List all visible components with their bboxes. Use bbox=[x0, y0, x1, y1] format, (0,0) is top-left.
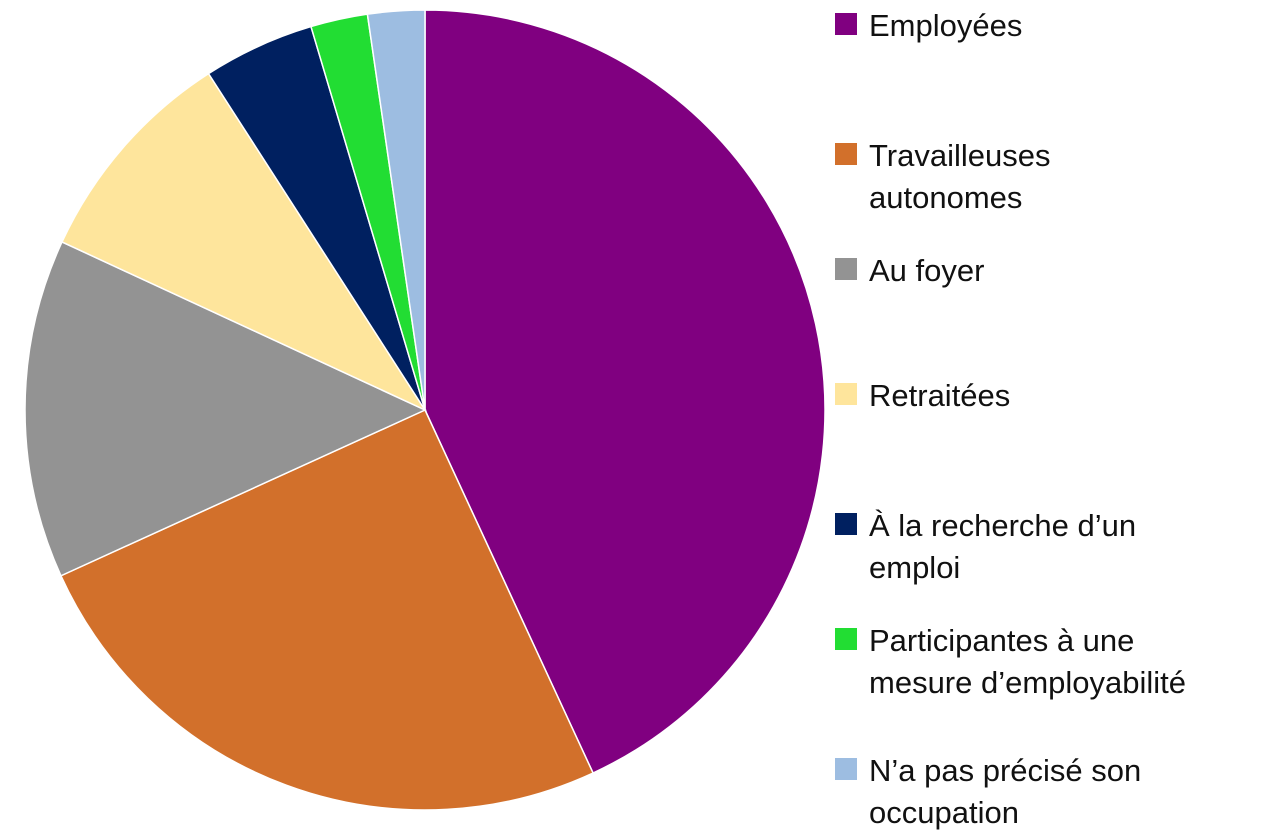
legend-item: Employées bbox=[835, 5, 1209, 47]
legend-label: Travailleuses autonomes bbox=[869, 138, 1051, 215]
pie-slice bbox=[61, 72, 428, 412]
legend-label: Employées bbox=[869, 8, 1023, 43]
legend-swatch bbox=[835, 258, 857, 280]
legend-label: N’a pas précisé son occupation bbox=[869, 753, 1142, 830]
legend-label: À la recherche d’un emploi bbox=[869, 508, 1137, 585]
chart bbox=[24, 9, 826, 811]
pie-slice bbox=[24, 240, 427, 577]
legend-item: Participantes à une mesure d’employabili… bbox=[835, 620, 1209, 704]
legend-swatch bbox=[835, 143, 857, 165]
legend-swatch bbox=[835, 628, 857, 650]
pie-slice bbox=[424, 9, 826, 774]
legend-item: À la recherche d’un emploi bbox=[835, 505, 1209, 589]
legend-item: Au foyer bbox=[835, 250, 1209, 292]
pie-slice bbox=[59, 409, 595, 811]
legend-item: Retraitées bbox=[835, 375, 1209, 417]
legend-item: N’a pas précisé son occupation bbox=[835, 750, 1209, 834]
legend-label: Au foyer bbox=[869, 253, 985, 288]
legend-swatch bbox=[835, 758, 857, 780]
legend-label: Retraitées bbox=[869, 378, 1011, 413]
pie-slice bbox=[366, 9, 426, 411]
legend-swatch bbox=[835, 13, 857, 35]
legend-swatch bbox=[835, 383, 857, 405]
legend-swatch bbox=[835, 513, 857, 535]
legend-item: Travailleuses autonomes bbox=[835, 135, 1209, 219]
legend-label: Participantes à une mesure d’employabili… bbox=[869, 623, 1187, 700]
